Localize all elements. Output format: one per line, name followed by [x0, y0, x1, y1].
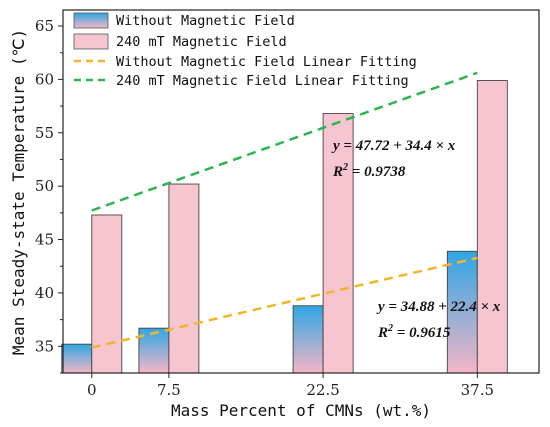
fit-annotation-without: y = 34.88 + 22.4 × x R2 = 0.9615 — [376, 299, 501, 341]
bar-with-22.5 — [322, 113, 354, 374]
legend-label-without: Without Magnetic Field — [116, 13, 295, 29]
fit-lines-layer — [91, 71, 478, 349]
legend: Without Magnetic Field 240 mT Magnetic F… — [73, 12, 417, 89]
bars-layer — [61, 80, 508, 374]
bar-with-37.5 — [476, 80, 508, 374]
bar-with-0 — [91, 214, 123, 374]
y-axis-title: Mean Steady-state Temperature (℃) — [9, 29, 28, 355]
legend-swatch-without — [73, 12, 109, 29]
fit-line-with — [91, 71, 478, 212]
fit-annotation-with: y = 47.72 + 34.4 × x R2 = 0.9738 — [331, 138, 456, 180]
legend-label-with-fit: 240 mT Magnetic Field Linear Fitting — [116, 73, 409, 89]
legend-label-with: 240 mT Magnetic Field — [116, 34, 287, 50]
legend-label-without-fit: Without Magnetic Field Linear Fitting — [116, 54, 417, 70]
x-tick-label-7.5: 7.5 — [157, 381, 181, 399]
equation-with: y = 47.72 + 34.4 × x — [331, 138, 456, 154]
plot-frame — [62, 9, 540, 374]
x-axis-title: Mass Percent of CMNs (wt.%) — [171, 401, 431, 420]
y-tick-label-65: 65 — [35, 17, 54, 35]
bar-without-22.5 — [292, 305, 324, 374]
equation-without: y = 34.88 + 22.4 × x — [376, 299, 501, 315]
y-tick-label-50: 50 — [35, 177, 54, 195]
bar-without-7.5 — [138, 327, 170, 374]
legend-swatch-with — [73, 33, 109, 50]
x-tick-label-0: 0 — [87, 381, 97, 399]
y-tick-label-45: 45 — [35, 231, 54, 249]
x-tick-label-37.5: 37.5 — [461, 381, 494, 399]
y-tick-label-55: 55 — [35, 124, 54, 142]
fit-line-without — [91, 256, 478, 349]
bar-with-7.5 — [168, 183, 200, 374]
x-axis: 0 7.5 22.5 37.5 — [87, 373, 494, 399]
y-tick-label-40: 40 — [35, 284, 54, 302]
y-tick-label-60: 60 — [35, 70, 54, 88]
x-tick-label-22.5: 22.5 — [306, 381, 339, 399]
y-axis: 35 40 45 50 55 60 65 — [35, 17, 63, 374]
bar-without-0 — [61, 343, 93, 374]
r-squared-with: R2 = 0.9738 — [332, 162, 406, 180]
y-tick-label-35: 35 — [35, 337, 54, 355]
r-squared-without: R2 = 0.9615 — [377, 323, 451, 341]
